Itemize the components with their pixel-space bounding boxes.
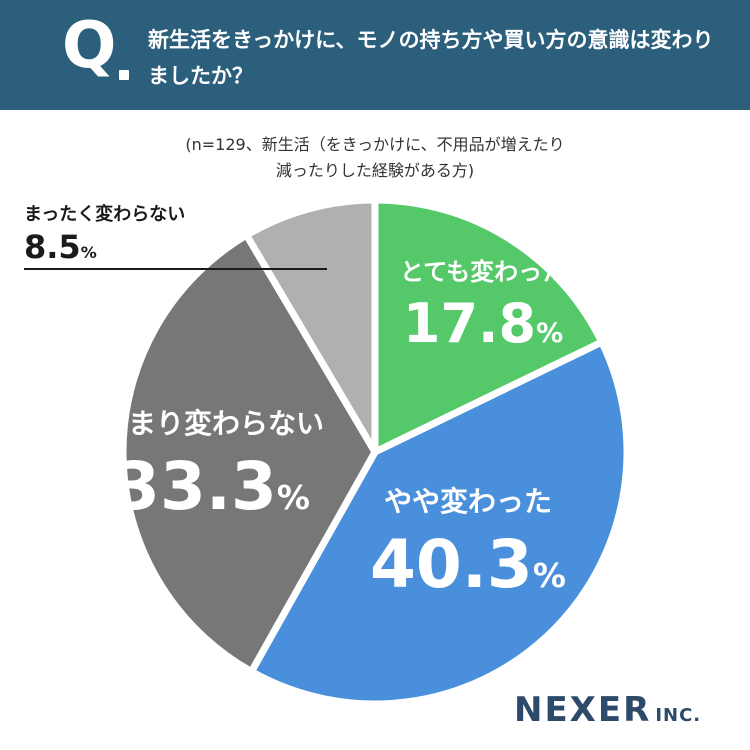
slice-label-text: やや変わった — [383, 485, 552, 518]
slice-label-not-much-changed: あまり変わらない 33.3% — [100, 402, 324, 520]
leader-line — [24, 268, 327, 270]
nexer-logo: NEXER INC. — [514, 690, 702, 730]
question-text: 新生活をきっかけに、モノの持ち方や買い方の意識は変わりましたか？ — [148, 28, 714, 88]
sample-note: (n=129、新生活（をきっかけに、不用品が増えたり 減ったりした経験がある方) — [0, 132, 750, 184]
slice-not-much-changed — [119, 231, 379, 676]
slice-label-very-changed: とても変わった 17.8% — [400, 252, 566, 351]
q-mark: Q — [62, 9, 117, 83]
sample-note-line1: (n=129、新生活（をきっかけに、不用品が増えたり — [185, 135, 565, 154]
slice-value: 17.8% — [402, 292, 564, 355]
slice-value: 40.3% — [370, 526, 566, 603]
slice-value: 33.3% — [114, 448, 310, 525]
slice-somewhat-changed — [247, 338, 631, 708]
slice-label-text: まったく変わらない — [24, 204, 186, 225]
slice-label-somewhat-changed: やや変わった 40.3% — [370, 480, 566, 598]
slice-label-text: とても変わった — [400, 258, 567, 286]
sample-note-line2: 減ったりした経験がある方) — [275, 161, 475, 180]
slice-value: 8.5% — [24, 228, 97, 266]
header-banner: Q 新生活をきっかけに、モノの持ち方や買い方の意識は変わりましたか？ — [0, 0, 750, 110]
slice-very-changed — [371, 196, 606, 456]
slice-not-at-all-changed — [243, 196, 379, 456]
slice-label-text: あまり変わらない — [100, 407, 325, 440]
q-dot — [119, 70, 129, 80]
slice-label-not-at-all-changed: まったく変わらない 8.5% — [24, 200, 185, 265]
